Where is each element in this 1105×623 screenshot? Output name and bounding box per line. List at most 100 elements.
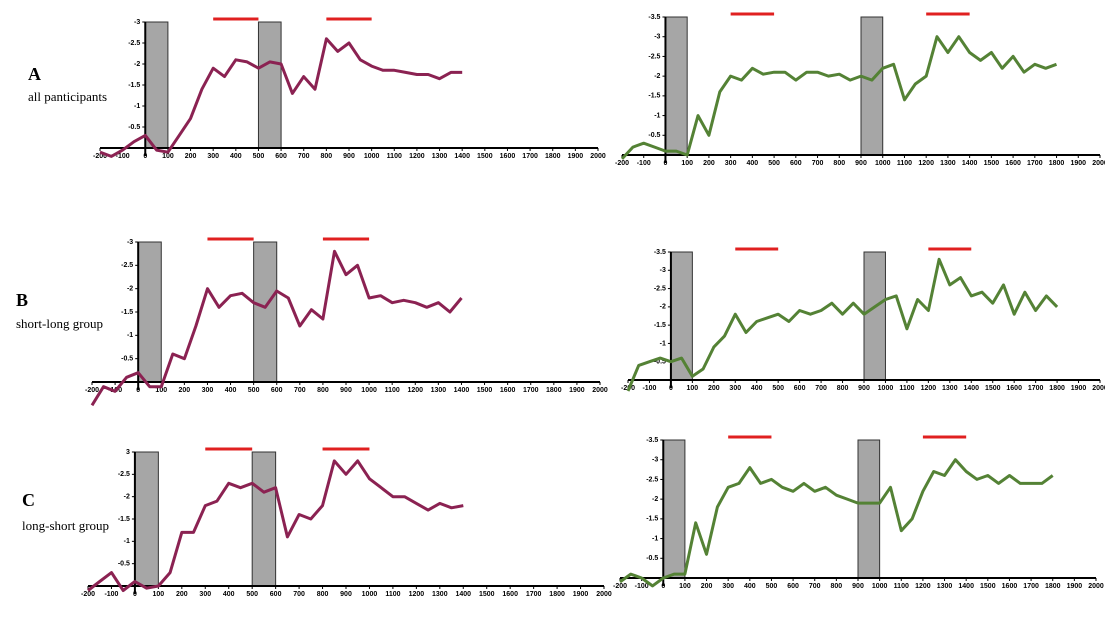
y-tick-label: -3 bbox=[127, 239, 133, 246]
x-tick-label: 400 bbox=[751, 385, 763, 392]
x-tick-label: 500 bbox=[246, 591, 258, 598]
y-tick-label: -1 bbox=[660, 340, 666, 347]
y-tick-label: -1 bbox=[127, 332, 133, 339]
x-tick-label: 1100 bbox=[385, 387, 400, 394]
shaded-interval bbox=[857, 439, 881, 579]
x-tick-label: 1000 bbox=[364, 153, 380, 160]
x-tick-label: 1400 bbox=[454, 387, 470, 394]
x-tick-label: 1800 bbox=[545, 153, 561, 160]
x-tick-label: 300 bbox=[202, 387, 214, 394]
x-tick-label: 1100 bbox=[385, 591, 400, 598]
x-tick-label: 1000 bbox=[361, 387, 377, 394]
x-tick-label: 2000 bbox=[1092, 160, 1105, 167]
x-tick-label: 1000 bbox=[875, 160, 891, 167]
y-tick-label: -2.5 bbox=[118, 471, 130, 478]
x-tick-label: 500 bbox=[253, 153, 265, 160]
x-tick-label: 0 bbox=[669, 385, 673, 392]
shaded-interval bbox=[137, 241, 162, 383]
y-tick-label: -3 bbox=[652, 457, 658, 464]
y-tick-label: -1 bbox=[652, 535, 658, 542]
x-tick-label: 1900 bbox=[569, 387, 585, 394]
x-tick-label: 1300 bbox=[940, 160, 956, 167]
x-tick-label: 600 bbox=[790, 160, 802, 167]
y-tick-label: -1.5 bbox=[648, 93, 660, 100]
x-tick-label: 0 bbox=[136, 387, 140, 394]
erp-curve bbox=[87, 459, 464, 592]
x-tick-label: -100 bbox=[637, 160, 651, 167]
x-tick-label: 100 bbox=[679, 583, 691, 590]
x-tick-label: 1900 bbox=[1070, 160, 1086, 167]
x-tick-label: 2000 bbox=[596, 591, 612, 598]
x-tick-label: 500 bbox=[248, 387, 260, 394]
x-tick-label: 1700 bbox=[523, 387, 539, 394]
x-tick-label: 1500 bbox=[479, 591, 495, 598]
panel-label: short-long group bbox=[16, 316, 103, 331]
x-tick-label: 2000 bbox=[592, 387, 608, 394]
panel-letter: B bbox=[16, 290, 28, 310]
x-tick-label: 1600 bbox=[500, 153, 516, 160]
x-tick-label: 900 bbox=[858, 385, 870, 392]
x-tick-label: 1300 bbox=[432, 153, 448, 160]
x-tick-label: 800 bbox=[833, 160, 845, 167]
x-tick-label: 1700 bbox=[522, 153, 538, 160]
x-tick-label: 900 bbox=[343, 153, 355, 160]
y-tick-label: -2.5 bbox=[648, 53, 660, 60]
x-tick-label: 0 bbox=[133, 591, 137, 598]
x-tick-label: 1100 bbox=[897, 160, 912, 167]
x-tick-label: 1800 bbox=[549, 591, 565, 598]
x-tick-label: -200 bbox=[85, 387, 99, 394]
x-tick-label: -100 bbox=[635, 583, 649, 590]
x-tick-label: 0 bbox=[143, 153, 147, 160]
x-tick-label: 900 bbox=[340, 387, 352, 394]
y-tick-label: -3.5 bbox=[648, 14, 660, 21]
y-tick-label: -1.5 bbox=[646, 516, 658, 523]
x-tick-label: 700 bbox=[298, 153, 310, 160]
y-tick-label: -2 bbox=[652, 496, 658, 503]
shaded-interval bbox=[144, 21, 169, 149]
x-tick-label: 1200 bbox=[409, 153, 425, 160]
x-tick-label: 300 bbox=[722, 583, 734, 590]
x-tick-label: -200 bbox=[81, 591, 95, 598]
x-tick-label: -100 bbox=[116, 153, 130, 160]
x-tick-label: 1700 bbox=[526, 591, 542, 598]
x-tick-label: 500 bbox=[768, 160, 780, 167]
y-tick-label: -0.5 bbox=[121, 356, 133, 363]
y-tick-label: -1.5 bbox=[121, 309, 133, 316]
x-tick-label: 1400 bbox=[963, 385, 979, 392]
x-tick-label: 700 bbox=[812, 160, 824, 167]
y-tick-label: -2 bbox=[134, 61, 140, 68]
x-tick-label: 1000 bbox=[878, 385, 894, 392]
shaded-interval bbox=[134, 451, 159, 587]
y-tick-label: -2.5 bbox=[128, 40, 140, 47]
x-tick-label: 400 bbox=[230, 153, 242, 160]
x-tick-label: 1400 bbox=[962, 160, 978, 167]
x-tick-label: 1600 bbox=[1005, 160, 1021, 167]
x-tick-label: 1500 bbox=[984, 160, 1000, 167]
y-tick-label: -2.5 bbox=[654, 285, 666, 292]
x-tick-label: 300 bbox=[725, 160, 737, 167]
x-tick-label: 100 bbox=[153, 591, 165, 598]
shaded-interval bbox=[662, 439, 686, 579]
x-tick-label: -200 bbox=[613, 583, 627, 590]
shaded-interval bbox=[257, 21, 282, 149]
x-tick-label: 1700 bbox=[1027, 160, 1043, 167]
y-tick-label: -2.5 bbox=[121, 262, 133, 269]
x-tick-label: 1500 bbox=[477, 387, 493, 394]
x-tick-label: 2000 bbox=[1088, 583, 1104, 590]
x-tick-label: 400 bbox=[747, 160, 759, 167]
y-tick-label: -3 bbox=[660, 267, 666, 274]
x-tick-label: 400 bbox=[225, 387, 237, 394]
panel-letter: C bbox=[22, 490, 35, 510]
x-tick-label: 200 bbox=[185, 153, 197, 160]
x-tick-label: 1500 bbox=[477, 153, 493, 160]
x-tick-label: 1200 bbox=[921, 385, 937, 392]
x-tick-label: 500 bbox=[766, 583, 778, 590]
y-tick-label: -3 bbox=[134, 19, 140, 26]
x-tick-label: 800 bbox=[321, 153, 333, 160]
x-tick-label: 700 bbox=[294, 387, 306, 394]
y-tick-label: -2.5 bbox=[646, 476, 658, 483]
y-tick-label: -1.5 bbox=[118, 516, 130, 523]
x-tick-label: 200 bbox=[179, 387, 191, 394]
